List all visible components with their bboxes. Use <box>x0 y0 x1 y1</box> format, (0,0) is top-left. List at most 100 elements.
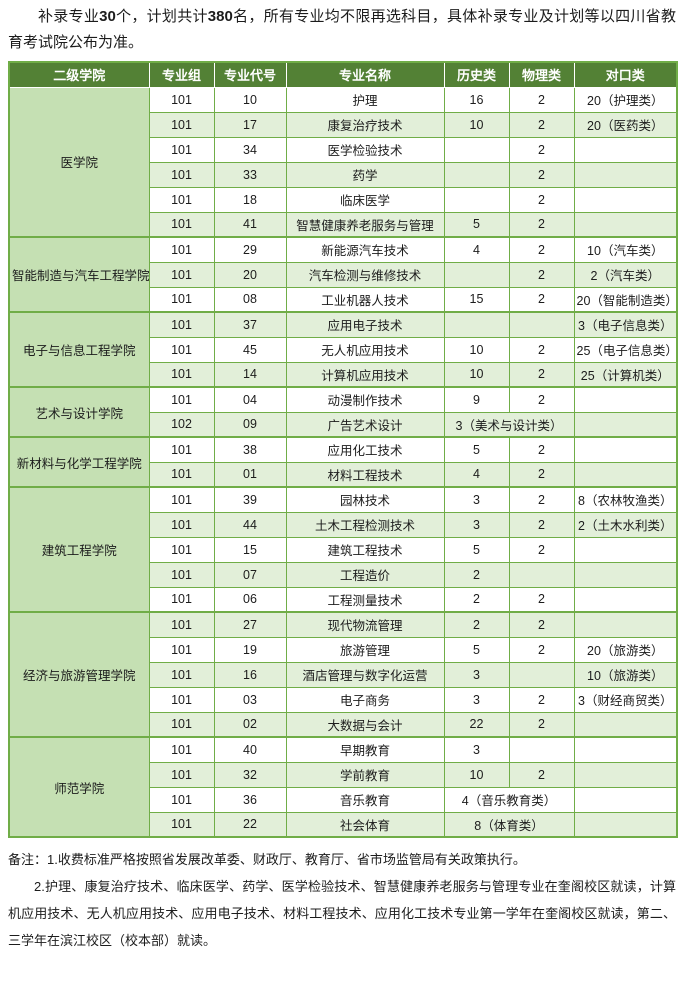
cell-major: 医学检验技术 <box>285 136 445 163</box>
cell-physics: 2 <box>508 611 575 638</box>
cell-history <box>443 161 510 188</box>
cell-code: 36 <box>213 786 287 813</box>
cell-major: 工业机器人技术 <box>285 286 445 313</box>
cell-group: 101 <box>148 486 215 513</box>
cell-duikou <box>573 786 678 813</box>
cell-history: 4 <box>443 236 510 263</box>
column-header: 对口类 <box>573 62 678 88</box>
cell-history-physics-merged: 3（美术与设计类） <box>443 411 575 438</box>
cell-duikou: 3（财经商贸类） <box>573 686 678 713</box>
cell-history: 2 <box>443 561 510 588</box>
cell-physics <box>508 736 575 763</box>
table-row: 经济与旅游管理学院 101 27 现代物流管理 2 2 <box>8 611 678 738</box>
cell-major: 工程造价 <box>285 561 445 588</box>
cell-major: 动漫制作技术 <box>285 386 445 413</box>
cell-physics: 2 <box>508 111 575 138</box>
table-row: 101 15 建筑工程技术 5 2 <box>9 536 678 563</box>
cell-major: 旅游管理 <box>285 636 445 663</box>
cell-group: 101 <box>148 236 215 263</box>
cell-code: 06 <box>213 586 287 613</box>
cell-group: 101 <box>148 711 215 738</box>
cell-major: 应用化工技术 <box>285 436 445 463</box>
cell-major: 汽车检测与维修技术 <box>285 261 445 288</box>
cell-physics: 2 <box>508 286 575 313</box>
cell-duikou <box>573 611 678 638</box>
cell-history: 16 <box>443 86 510 113</box>
cell-code: 44 <box>213 511 287 538</box>
cell-group: 101 <box>148 286 215 313</box>
intro-text: 补录专业 <box>38 8 100 25</box>
cell-duikou: 3（电子信息类） <box>573 311 678 338</box>
cell-duikou: 20（医药类） <box>573 111 678 138</box>
table-row: 101 41 智慧健康养老服务与管理 5 2 <box>9 211 678 238</box>
cell-history: 5 <box>443 211 510 238</box>
college-cell: 电子与信息工程学院 <box>8 311 150 388</box>
cell-group: 101 <box>148 111 215 138</box>
cell-major: 建筑工程技术 <box>285 536 445 563</box>
cell-duikou <box>573 161 678 188</box>
cell-duikou <box>573 211 678 238</box>
cell-history-physics-merged: 8（体育类） <box>443 811 575 838</box>
college-cell: 智能制造与汽车工程学院 <box>8 236 150 313</box>
cell-history-physics-merged: 4（音乐教育类） <box>443 786 575 813</box>
cell-history: 4 <box>443 461 510 488</box>
cell-duikou: 20（智能制造类） <box>573 286 678 313</box>
cell-group: 101 <box>148 261 215 288</box>
table-row: 101 03 电子商务 3 2 3（财经商贸类） <box>9 686 678 713</box>
table-row: 医学院 101 10 护理 16 2 20（护理类） <box>8 86 678 238</box>
cell-physics <box>508 561 575 588</box>
cell-group: 101 <box>148 161 215 188</box>
cell-history: 9 <box>443 386 510 413</box>
cell-history: 22 <box>443 711 510 738</box>
cell-code: 03 <box>213 686 287 713</box>
cell-duikou <box>573 386 678 413</box>
table-row: 101 02 大数据与会计 22 2 <box>9 711 678 738</box>
cell-major: 酒店管理与数字化运营 <box>285 661 445 688</box>
cell-group: 101 <box>148 386 215 413</box>
cell-major: 康复治疗技术 <box>285 111 445 138</box>
column-header: 二级学院 <box>8 62 150 88</box>
cell-duikou: 10（汽车类） <box>573 236 678 263</box>
cell-group: 101 <box>148 586 215 613</box>
intro-text: 名，所有专业均不限再选科目，具体补录专业及计划等以四川省教育考试院公布为准。 <box>8 8 676 51</box>
cell-group: 101 <box>148 436 215 463</box>
table-row: 101 36 音乐教育 4（音乐教育类） <box>9 786 678 813</box>
intro-number: 30 <box>99 8 116 25</box>
table-row: 101 44 土木工程检测技术 3 2 2（土木水利类） <box>9 511 678 538</box>
intro-paragraph: 补录专业30个，计划共计380名，所有专业均不限再选科目，具体补录专业及计划等以… <box>8 4 676 56</box>
cell-duikou <box>573 461 678 488</box>
cell-physics: 2 <box>508 261 575 288</box>
table-row: 建筑工程学院 101 39 园林技术 3 2 8（农林牧渔类） <box>8 486 678 613</box>
cell-major: 新能源汽车技术 <box>285 236 445 263</box>
enrollment-plan-table: 二级学院 专业组 专业代号 专业名称 历史类 物理类 对口类 医学院 101 10 护理 16 2 20… <box>8 61 678 838</box>
cell-code: 08 <box>213 286 287 313</box>
table-row: 101 32 学前教育 10 2 <box>9 761 678 788</box>
cell-major: 应用电子技术 <box>285 311 445 338</box>
college-cell: 新材料与化学工程学院 <box>8 436 150 488</box>
cell-code: 16 <box>213 661 287 688</box>
cell-physics <box>508 311 575 338</box>
cell-physics: 2 <box>508 686 575 713</box>
table-row: 101 18 临床医学 2 <box>9 186 678 213</box>
cell-code: 09 <box>213 411 287 438</box>
cell-code: 33 <box>213 161 287 188</box>
cell-group: 101 <box>148 311 215 338</box>
cell-physics: 2 <box>508 211 575 238</box>
cell-group: 101 <box>148 611 215 638</box>
cell-duikou <box>573 411 678 438</box>
cell-group: 101 <box>148 786 215 813</box>
cell-duikou: 2（汽车类） <box>573 261 678 288</box>
cell-major: 现代物流管理 <box>285 611 445 638</box>
cell-physics: 2 <box>508 136 575 163</box>
cell-major: 园林技术 <box>285 486 445 513</box>
cell-major: 智慧健康养老服务与管理 <box>285 211 445 238</box>
cell-physics <box>508 661 575 688</box>
cell-duikou: 25（计算机类） <box>573 361 678 388</box>
intro-number: 380 <box>207 8 233 25</box>
cell-code: 10 <box>213 86 287 113</box>
cell-group: 101 <box>148 761 215 788</box>
cell-history: 3 <box>443 736 510 763</box>
cell-history: 15 <box>443 286 510 313</box>
cell-code: 32 <box>213 761 287 788</box>
cell-group: 101 <box>148 686 215 713</box>
